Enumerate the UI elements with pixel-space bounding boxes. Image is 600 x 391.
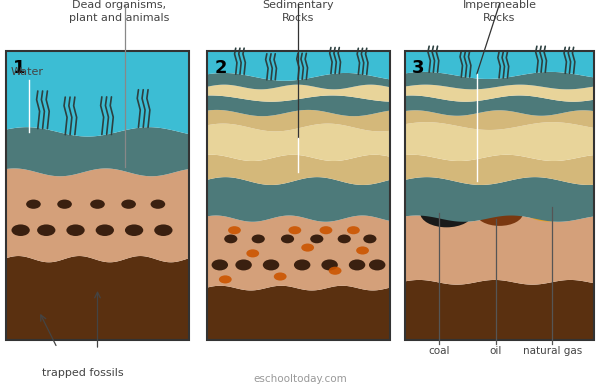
Ellipse shape bbox=[476, 200, 523, 226]
Polygon shape bbox=[405, 51, 594, 79]
Polygon shape bbox=[207, 95, 390, 116]
Text: 2: 2 bbox=[214, 59, 227, 77]
Ellipse shape bbox=[67, 224, 85, 236]
Ellipse shape bbox=[235, 260, 252, 271]
Ellipse shape bbox=[247, 249, 259, 257]
Polygon shape bbox=[405, 72, 594, 89]
Ellipse shape bbox=[322, 260, 338, 271]
Ellipse shape bbox=[274, 273, 287, 281]
Text: Impermeable
Rocks: Impermeable Rocks bbox=[463, 0, 536, 23]
Ellipse shape bbox=[310, 235, 323, 243]
Polygon shape bbox=[207, 155, 390, 185]
Polygon shape bbox=[6, 127, 189, 176]
Polygon shape bbox=[405, 95, 594, 116]
Ellipse shape bbox=[347, 226, 360, 234]
Text: Water: Water bbox=[11, 66, 44, 77]
Ellipse shape bbox=[320, 226, 332, 234]
Ellipse shape bbox=[251, 235, 265, 243]
Ellipse shape bbox=[95, 224, 114, 236]
Bar bbox=[405, 51, 594, 340]
Bar bbox=[207, 51, 390, 340]
Text: eschooltoday.com: eschooltoday.com bbox=[253, 374, 347, 384]
Polygon shape bbox=[405, 155, 594, 185]
Bar bbox=[405, 51, 594, 340]
Polygon shape bbox=[207, 73, 390, 89]
Polygon shape bbox=[207, 51, 390, 81]
Ellipse shape bbox=[294, 260, 310, 271]
Ellipse shape bbox=[369, 260, 385, 271]
Ellipse shape bbox=[57, 199, 72, 209]
Ellipse shape bbox=[289, 226, 301, 234]
Ellipse shape bbox=[212, 260, 228, 271]
Text: 1: 1 bbox=[13, 59, 26, 77]
Polygon shape bbox=[207, 110, 390, 131]
Ellipse shape bbox=[151, 199, 165, 209]
Ellipse shape bbox=[121, 199, 136, 209]
Polygon shape bbox=[405, 85, 594, 102]
Polygon shape bbox=[6, 256, 189, 340]
Ellipse shape bbox=[26, 199, 41, 209]
Ellipse shape bbox=[11, 224, 30, 236]
Ellipse shape bbox=[125, 224, 143, 236]
Polygon shape bbox=[207, 215, 390, 291]
Text: Sedimentary
Rocks: Sedimentary Rocks bbox=[263, 0, 334, 23]
Ellipse shape bbox=[219, 275, 232, 283]
Text: 3: 3 bbox=[412, 59, 425, 77]
Ellipse shape bbox=[90, 199, 105, 209]
Ellipse shape bbox=[356, 246, 369, 255]
Polygon shape bbox=[405, 177, 594, 222]
Text: natural gas: natural gas bbox=[523, 346, 582, 356]
Ellipse shape bbox=[281, 235, 294, 243]
Polygon shape bbox=[207, 85, 390, 102]
Ellipse shape bbox=[154, 224, 173, 236]
Ellipse shape bbox=[224, 235, 238, 243]
Ellipse shape bbox=[522, 193, 575, 222]
Ellipse shape bbox=[329, 267, 341, 275]
Polygon shape bbox=[6, 51, 189, 136]
Ellipse shape bbox=[420, 198, 473, 227]
Bar bbox=[6, 51, 189, 340]
Ellipse shape bbox=[301, 244, 314, 252]
Ellipse shape bbox=[349, 260, 365, 271]
Ellipse shape bbox=[363, 235, 376, 243]
Ellipse shape bbox=[37, 224, 55, 236]
Bar bbox=[207, 51, 390, 340]
Ellipse shape bbox=[338, 235, 351, 243]
Bar bbox=[6, 51, 189, 340]
Polygon shape bbox=[405, 280, 594, 340]
Polygon shape bbox=[405, 122, 594, 161]
Polygon shape bbox=[6, 169, 189, 262]
Text: oil: oil bbox=[490, 346, 502, 356]
Polygon shape bbox=[207, 286, 390, 340]
Polygon shape bbox=[405, 110, 594, 130]
Text: coal: coal bbox=[428, 346, 450, 356]
Text: trapped fossils: trapped fossils bbox=[42, 368, 124, 378]
Text: Dead organisms,
plant and animals: Dead organisms, plant and animals bbox=[69, 0, 170, 23]
Ellipse shape bbox=[228, 226, 241, 234]
Polygon shape bbox=[405, 215, 594, 285]
Polygon shape bbox=[207, 177, 390, 222]
Ellipse shape bbox=[263, 260, 279, 271]
Polygon shape bbox=[207, 124, 390, 161]
